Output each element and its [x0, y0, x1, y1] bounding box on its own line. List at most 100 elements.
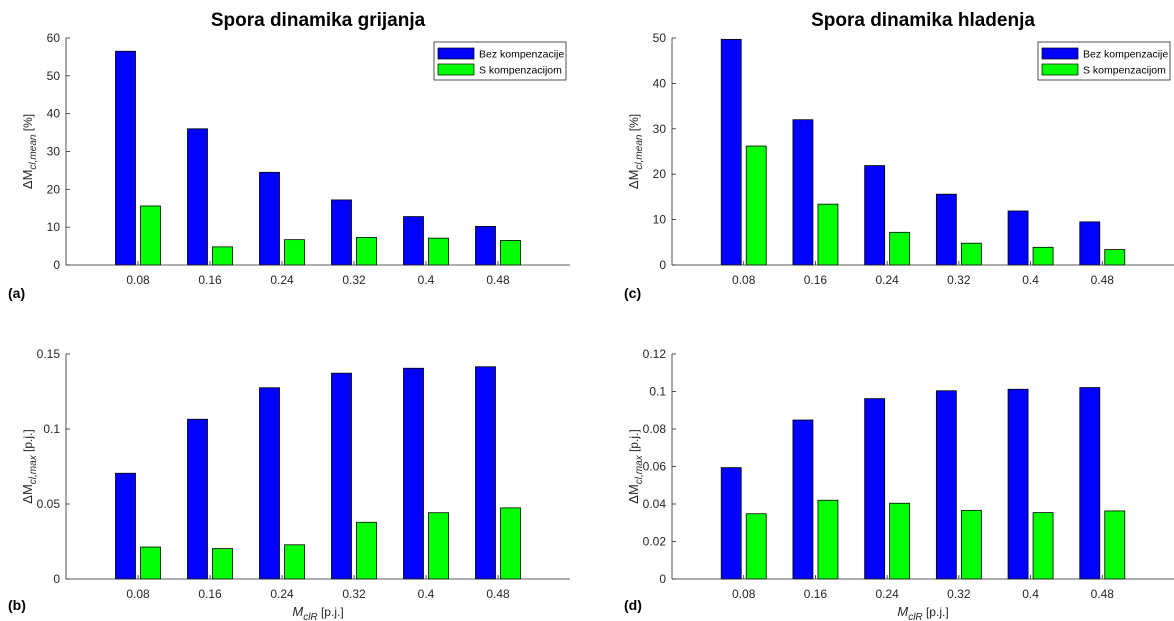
y-tick-label: 30	[47, 145, 61, 159]
y-tick-label: 0	[659, 572, 666, 586]
bar-s-kompenzacijom-4	[428, 237, 449, 266]
y-tick-label: 10	[653, 213, 667, 227]
x-tick-label: 0.24	[270, 587, 294, 601]
bar-s-kompenzacijom-2	[889, 231, 911, 266]
y-tick-label: 50	[47, 69, 61, 83]
x-tick-label: 0.48	[1091, 587, 1115, 601]
bar-s-kompenzacijom-1	[817, 203, 839, 266]
bar-bez-kompenzacije-2	[864, 165, 886, 266]
bar-s-kompenzacijom-4	[1032, 246, 1054, 266]
x-tick-label: 0.32	[947, 587, 971, 601]
legend: Bez kompenzacije S kompenzacijom	[1037, 41, 1171, 81]
x-tick-label: 0.48	[486, 587, 510, 601]
y-tick-label: 40	[47, 107, 61, 121]
bar-bez-kompenzacije-2	[259, 171, 280, 266]
y-tick-label: 50	[653, 31, 667, 45]
legend-entry-1: S kompenzacijom	[1083, 65, 1166, 77]
panel-label: (d)	[624, 597, 642, 613]
bar-s-kompenzacijom-1	[817, 499, 839, 580]
bar-s-kompenzacijom-3	[356, 521, 377, 580]
bar-s-kompenzacijom-3	[960, 509, 982, 580]
y-tick-label: 20	[47, 182, 61, 196]
x-tick-label: 0.24	[875, 273, 899, 287]
bar-bez-kompenzacije-3	[935, 390, 957, 580]
x-tick-label: 0.08	[732, 587, 756, 601]
x-tick-label: 0.4	[418, 587, 435, 601]
legend-swatch-0	[1041, 47, 1079, 60]
x-tick-label: 0.08	[126, 273, 150, 287]
bar-s-kompenzacijom-5	[1104, 510, 1126, 580]
y-axis-label: ΔMcl,mean [%]	[20, 114, 39, 189]
x-tick-label: 0.4	[1022, 273, 1039, 287]
x-tick-label: 0.08	[732, 273, 756, 287]
x-tick-label: 0.48	[1091, 273, 1115, 287]
chart-title: Spora dinamika hladenja	[811, 10, 1035, 31]
bar-bez-kompenzacije-1	[792, 119, 814, 266]
bar-bez-kompenzacije-2	[864, 398, 886, 580]
x-tick-label: 0.32	[342, 273, 366, 287]
chart-panel-3: 0 0.02 0.04 0.06 0.08 0.1 0.12 0.08 0.16 0.24 0.32…	[624, 347, 1174, 621]
x-axis-label: MclR [p.j.]	[897, 604, 948, 621]
x-tick-label: 0.24	[875, 587, 899, 601]
bar-s-kompenzacijom-0	[140, 205, 161, 266]
legend-entry-0: Bez kompenzacije	[1083, 49, 1168, 61]
legend: Bez kompenzacije S kompenzacijom	[433, 41, 567, 81]
x-tick-label: 0.24	[270, 273, 294, 287]
x-tick-label: 0.08	[126, 587, 150, 601]
bar-bez-kompenzacije-5	[475, 226, 496, 266]
bar-s-kompenzacijom-4	[428, 512, 449, 580]
bar-bez-kompenzacije-2	[259, 387, 280, 580]
legend-swatch-0	[437, 47, 475, 60]
bar-bez-kompenzacije-1	[187, 418, 208, 580]
bar-s-kompenzacijom-5	[1104, 249, 1126, 266]
legend-swatch-1	[1041, 63, 1079, 76]
bar-s-kompenzacijom-3	[960, 242, 982, 266]
bar-s-kompenzacijom-2	[284, 239, 305, 266]
y-axis-label: ΔMcl,mean [%]	[626, 114, 645, 189]
y-tick-label: 0.1	[43, 422, 60, 436]
bar-bez-kompenzacije-0	[115, 472, 136, 580]
x-tick-label: 0.16	[804, 273, 828, 287]
legend-swatch-1	[437, 63, 475, 76]
bar-bez-kompenzacije-3	[331, 372, 352, 580]
bar-s-kompenzacijom-4	[1032, 512, 1054, 580]
bar-s-kompenzacijom-1	[212, 246, 233, 266]
bar-s-kompenzacijom-0	[745, 145, 767, 266]
x-tick-label: 0.16	[198, 587, 222, 601]
panel-label: (a)	[8, 285, 25, 301]
bar-s-kompenzacijom-5	[500, 240, 521, 266]
panel-label: (c)	[624, 285, 641, 301]
x-tick-label: 0.16	[804, 587, 828, 601]
y-tick-label: 0.15	[37, 347, 61, 361]
y-axis-label: ΔMcl,max [p.j.]	[20, 429, 39, 503]
x-tick-label: 0.4	[418, 273, 435, 287]
bar-bez-kompenzacije-3	[935, 193, 957, 266]
y-tick-label: 0.1	[649, 385, 666, 399]
chart-panel-2: 0 0.05 0.1 0.15 0.08 0.16 0.24 0.32 0.4 0.48 (b) ΔM…	[8, 347, 570, 621]
bar-s-kompenzacijom-5	[500, 507, 521, 580]
y-tick-label: 0.04	[643, 497, 667, 511]
y-tick-label: 30	[653, 122, 667, 136]
y-tick-label: 0.02	[643, 535, 667, 549]
bar-bez-kompenzacije-0	[115, 50, 136, 266]
bar-bez-kompenzacije-0	[720, 38, 742, 266]
y-tick-label: 20	[653, 167, 667, 181]
legend-entry-1: S kompenzacijom	[479, 65, 562, 77]
chart-panel-1: 0 10 20 30 40 50 0.08 0.16 0.24 0.32 0.4 0.48 Spora …	[624, 10, 1174, 301]
x-tick-label: 0.32	[947, 273, 971, 287]
chart-panel-0: 0 10 20 30 40 50 60 0.08 0.16 0.24 0.32 0.4 0.48 Spor…	[8, 10, 570, 301]
y-axis-label: ΔMcl,max [p.j.]	[626, 429, 645, 503]
y-tick-label: 0.12	[643, 347, 667, 361]
bar-s-kompenzacijom-0	[745, 513, 767, 580]
y-tick-label: 0.08	[643, 422, 667, 436]
bar-bez-kompenzacije-4	[403, 216, 424, 266]
bar-s-kompenzacijom-2	[284, 544, 305, 580]
x-tick-label: 0.48	[486, 273, 510, 287]
y-tick-label: 0	[53, 572, 60, 586]
bar-bez-kompenzacije-0	[720, 467, 742, 580]
panel-label: (b)	[8, 597, 26, 613]
x-tick-label: 0.16	[198, 273, 222, 287]
bar-bez-kompenzacije-3	[331, 199, 352, 266]
bar-bez-kompenzacije-1	[792, 419, 814, 580]
